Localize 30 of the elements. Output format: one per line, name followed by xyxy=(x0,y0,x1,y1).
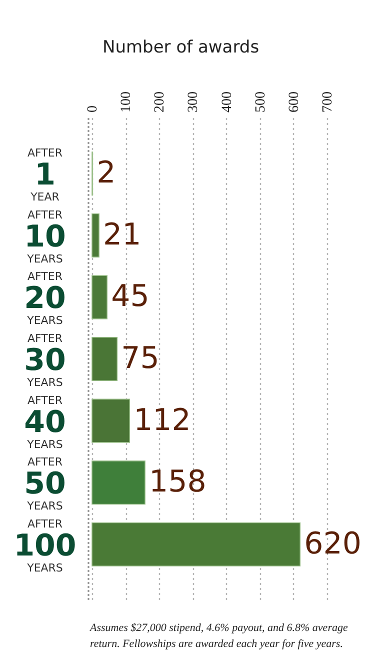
data-label: 112 xyxy=(134,402,191,438)
category-label: AFTER 10 YEARS xyxy=(24,208,66,266)
bar xyxy=(92,275,108,320)
bar xyxy=(92,522,301,566)
category-label: AFTER 40 YEARS xyxy=(24,394,66,451)
category-label: AFTER 20 YEARS xyxy=(24,270,66,328)
data-label: 21 xyxy=(103,217,142,252)
category-label: AFTER 1 YEAR xyxy=(28,146,62,204)
x-tick-label: 200 xyxy=(152,92,168,112)
x-axis-title: Number of awards xyxy=(102,38,260,58)
bar xyxy=(92,213,100,258)
data-label: 2 xyxy=(96,156,116,191)
x-tick-label: 600 xyxy=(286,92,302,112)
data-label: 158 xyxy=(149,464,206,500)
bar xyxy=(92,398,130,443)
data-label: 75 xyxy=(121,341,160,376)
x-tick-label: 400 xyxy=(220,92,235,112)
x-tick-label: 300 xyxy=(186,92,202,112)
category-label: AFTER 50 YEARS xyxy=(24,456,66,513)
bar xyxy=(92,460,146,505)
x-tick-label: 700 xyxy=(320,92,336,112)
data-label: 45 xyxy=(111,279,150,314)
text: Assumes $27,000 stipend, 4.6% payout, and 6.8% average return. Fellowships are awarded each year for five years. xyxy=(89,622,348,650)
category-label: AFTER 100 YEARS xyxy=(14,517,76,574)
category-label: AFTER 30 YEARS xyxy=(24,332,66,389)
x-tick-label: 0 xyxy=(86,106,100,112)
bar xyxy=(92,336,118,382)
x-tick-label: 100 xyxy=(119,92,134,112)
data-label: 620 xyxy=(304,526,362,562)
x-tick-label: 500 xyxy=(253,92,268,112)
